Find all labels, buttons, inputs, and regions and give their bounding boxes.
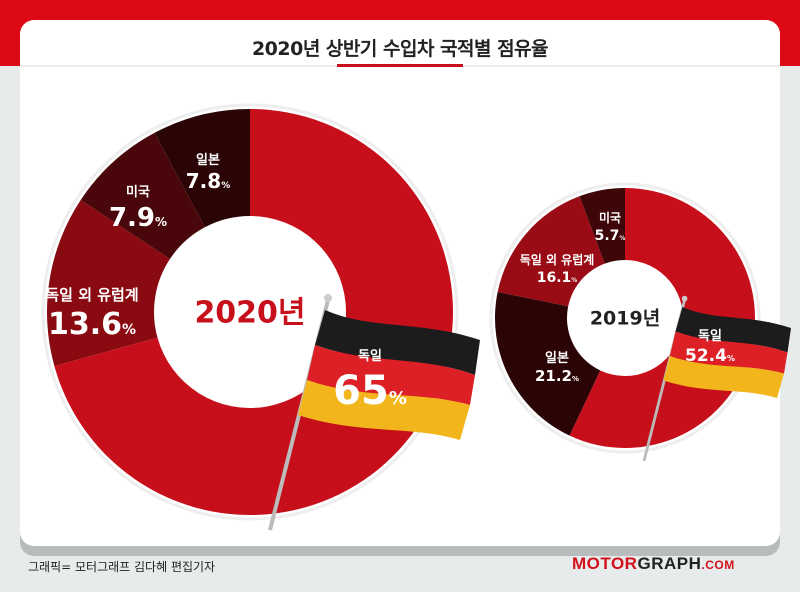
slice-label: 독일 외 유럽계 <box>520 252 595 267</box>
slice-label: 일본 <box>196 153 220 168</box>
donut-ring-shadow <box>489 182 761 454</box>
graphic-credit: 그래픽= 모터그래프 김다혜 편집기자 <box>28 560 216 574</box>
chart-title: 2020년 상반기 수입차 국적별 점유율 <box>251 38 549 60</box>
slice-value: 21.2% <box>535 367 579 385</box>
slice-미국 <box>80 132 205 260</box>
donut-ring-shadow <box>41 103 459 521</box>
slice-미국 <box>579 188 625 264</box>
germany-flag-icon <box>268 294 480 531</box>
motorgraph-logo: MOTORGRAPH.COM <box>572 554 735 573</box>
germany-flag-icon <box>642 295 791 462</box>
center-label: 2019년 <box>590 308 660 330</box>
center-label: 2020년 <box>194 296 305 331</box>
slice-value: 52.4% <box>685 346 735 366</box>
slice-일본 <box>494 292 601 436</box>
slice-일본 <box>154 109 250 228</box>
slice-label: 미국 <box>599 210 621 225</box>
slice-value: 5.7% <box>595 228 626 244</box>
title-accent-line <box>337 64 463 67</box>
slice-독일 외 유럽계 <box>497 196 605 307</box>
slice-label: 독일 외 유럽계 <box>45 286 138 304</box>
slice-label: 일본 <box>545 351 569 366</box>
slice-label: 독일 <box>698 329 722 344</box>
slice-label: 미국 <box>126 184 150 200</box>
slice-label: 독일 <box>358 349 382 364</box>
slice-value: 13.6% <box>48 307 136 342</box>
slice-value: 16.1% <box>537 270 578 286</box>
slice-독일 외 유럽계 <box>46 200 170 367</box>
